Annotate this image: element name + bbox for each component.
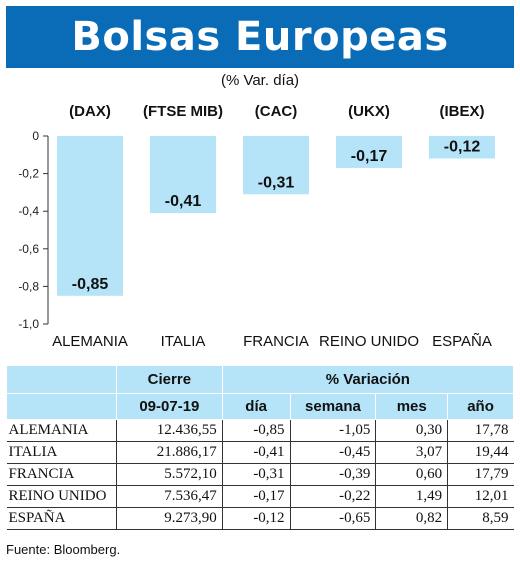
bar-4	[429, 136, 495, 159]
value-label: -0,17	[351, 148, 388, 165]
header-variacion: % Variación	[221, 364, 515, 394]
header-blank	[6, 364, 117, 394]
labels: (DAX) -0,85 ALEMANIA (FTSE MIB) -0,41 ITALIA (…	[52, 103, 492, 350]
bar-1	[150, 136, 216, 214]
table-row: ALEMANIA 12.436,55 -0,85 -1,05 0,30 17,78	[6, 419, 514, 442]
cell-mes: 0,60	[375, 463, 448, 486]
cell-ano: 19,44	[447, 441, 514, 464]
chart-subtitle: (% Var. día)	[220, 72, 300, 89]
cell-mes: 3,07	[375, 441, 448, 464]
cell-cierre: 21.886,17	[115, 441, 223, 464]
value-label: -0,31	[258, 174, 295, 191]
y-tick-label: -1,0	[18, 317, 39, 331]
cell-cierre: 7.536,47	[115, 485, 223, 508]
category-label: ITALIA	[161, 333, 206, 350]
value-label: -0,12	[444, 139, 481, 156]
cell-dia: -0,41	[221, 441, 291, 464]
cell-semana: -0,39	[289, 463, 376, 486]
cell-ano: 17,78	[447, 419, 514, 442]
table-row: ESPAÑA 9.273,90 -0,12 -0,65 0,82 8,59	[6, 507, 514, 530]
category-label: ESPAÑA	[432, 333, 492, 350]
table-row: ITALIA 21.886,17 -0,41 -0,45 3,07 19,44	[6, 441, 514, 464]
category-label: ALEMANIA	[52, 333, 128, 350]
cell-semana: -0,45	[289, 441, 376, 464]
header-semana: semana	[289, 393, 377, 420]
index-label: (CAC)	[255, 103, 298, 120]
cell-mes: 1,49	[375, 485, 448, 508]
cell-mes: 0,30	[375, 419, 448, 442]
cell-country: ALEMANIA	[6, 419, 117, 442]
cell-dia: -0,31	[221, 463, 291, 486]
category-label: FRANCIA	[243, 333, 309, 350]
y-tick-label: -0,4	[18, 204, 39, 218]
cell-country: REINO UNIDO	[6, 485, 117, 508]
value-label: -0,41	[165, 193, 202, 210]
bar-chart: 0 -0,2 -0,4 -0,6 -0,8 -1,0 (DAX) -0,85 ALEMANIA…	[18, 103, 495, 350]
table-row: REINO UNIDO 7.536,47 -0,17 -0,22 1,49 12,01	[6, 485, 514, 508]
cell-ano: 17,79	[447, 463, 514, 486]
cell-ano: 12,01	[447, 485, 514, 508]
cell-cierre: 9.273,90	[115, 507, 223, 530]
y-tick-label: -0,8	[18, 279, 39, 293]
index-label: (DAX)	[69, 103, 111, 120]
y-tick-label: 0	[32, 129, 39, 143]
cell-semana: -0,22	[289, 485, 376, 508]
table-row: FRANCIA 5.572,10 -0,31 -0,39 0,60 17,79	[6, 463, 514, 486]
cell-semana: -1,05	[289, 419, 376, 442]
header-blank-2	[6, 393, 117, 420]
header-ano: año	[447, 393, 514, 420]
cell-mes: 0,82	[375, 507, 448, 530]
bar-0	[57, 136, 123, 296]
bar-2	[243, 136, 309, 195]
data-table: Cierre % Variación 09-07-19 día semana m…	[6, 364, 515, 530]
cell-country: ITALIA	[6, 441, 117, 464]
index-label: (UKX)	[348, 103, 390, 120]
header-dia: día	[221, 393, 291, 420]
cell-ano: 8,59	[447, 507, 514, 530]
chart-title: Bolsas Europeas	[6, 6, 514, 68]
source-note: Fuente: Bloomberg.	[6, 542, 121, 557]
bar-3	[336, 136, 402, 168]
y-axis: 0 -0,2 -0,4 -0,6 -0,8 -1,0	[18, 129, 49, 331]
cell-country: FRANCIA	[6, 463, 117, 486]
cell-semana: -0,65	[289, 507, 376, 530]
y-tick-label: -0,6	[18, 242, 39, 256]
header-cierre: Cierre	[115, 364, 223, 394]
index-label: (FTSE MIB)	[143, 103, 223, 120]
cell-cierre: 12.436,55	[115, 419, 223, 442]
header-mes: mes	[375, 393, 449, 420]
y-tick-label: -0,2	[18, 167, 39, 181]
table-body: ALEMANIA 12.436,55 -0,85 -1,05 0,30 17,78 ITAL…	[6, 419, 514, 530]
cell-dia: -0,17	[221, 485, 291, 508]
value-label: -0,85	[72, 276, 109, 293]
cell-cierre: 5.572,10	[115, 463, 223, 486]
header-date: 09-07-19	[115, 393, 223, 420]
cell-dia: -0,12	[221, 507, 291, 530]
index-label: (IBEX)	[440, 103, 485, 120]
cell-dia: -0,85	[221, 419, 291, 442]
cell-country: ESPAÑA	[6, 507, 117, 530]
category-label: REINO UNIDO	[319, 333, 419, 350]
bars	[57, 136, 495, 296]
